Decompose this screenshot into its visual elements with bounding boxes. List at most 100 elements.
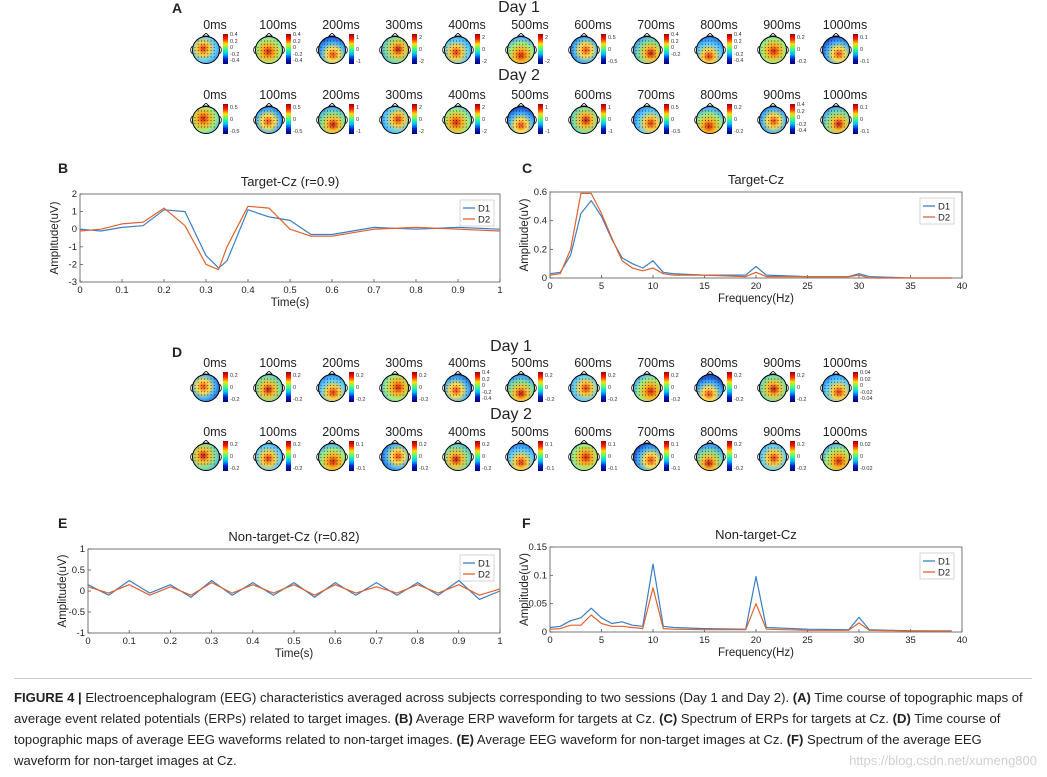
colorbar: [412, 34, 417, 64]
topomap-time-label: 100ms: [259, 88, 297, 102]
y-tick-label: 0: [80, 586, 85, 597]
colorbar: [664, 372, 669, 402]
colorbar-tick-label: 0.2: [482, 442, 490, 448]
colorbar-ticks: 0.2 0 -0.2: [797, 439, 806, 475]
colorbar-ticks: 0.2 0 -0.2: [230, 439, 239, 475]
colorbar-tick-label: 0: [545, 385, 549, 391]
head-map-icon: [442, 371, 474, 402]
panel-d-day2-topomaps: 0ms 0.2 0 -0.2 100ms 0.2 0 -0.2 200ms 0.1 0 -0.1 300…: [190, 425, 880, 485]
y-tick-label: 0.05: [529, 599, 548, 610]
colorbar-tick-label: 1: [356, 105, 360, 111]
colorbar-ticks: 0.1 0 -0.1: [608, 439, 617, 475]
colorbar-tick-label: 0: [293, 117, 297, 123]
colorbar-ticks: 0.2 0 -0.2: [293, 439, 302, 475]
series-line-d1: [87, 579, 501, 601]
caption-label: FIGURE 4 |: [14, 690, 82, 705]
colorbar-tick-label: 0: [860, 47, 864, 53]
colorbar-tick-label: -0.2: [608, 397, 618, 403]
colorbar: [727, 34, 732, 64]
head-map-icon: [694, 103, 726, 134]
legend-label: D2: [938, 213, 950, 224]
topomap-time-label: 700ms: [637, 356, 675, 370]
colorbar-tick-label: -0.2: [797, 121, 807, 128]
colorbar-tick-label: -1: [356, 59, 361, 65]
x-tick-label: 40: [957, 281, 968, 292]
colorbar-tick-label: -0.2: [230, 466, 240, 472]
panel-letter-f: F: [522, 515, 531, 531]
head-map-icon: [568, 371, 600, 402]
colorbar-tick-label: 1: [608, 105, 612, 111]
topomap-800ms: 800ms 0.2 0 -0.2: [694, 356, 758, 412]
head-map-icon: [253, 103, 285, 134]
x-tick-label: 0.7: [370, 636, 383, 647]
head-map-icon: [568, 103, 600, 134]
panel-letter-d: D: [172, 344, 183, 360]
x-tick-label: 0.3: [205, 636, 218, 647]
panel-d-day2-title: Day 2: [490, 406, 532, 423]
head-map-icon: [631, 103, 663, 134]
x-tick-label: 15: [699, 281, 710, 292]
colorbar: [727, 441, 732, 471]
colorbar-tick-label: 0.5: [671, 105, 679, 111]
colorbar: [601, 441, 606, 471]
colorbar-tick-label: -0.2: [545, 397, 555, 403]
topomap-time-label: 100ms: [259, 356, 297, 370]
topomap-time-label: 300ms: [385, 425, 423, 439]
colorbar-tick-label: 0.4: [734, 32, 742, 38]
head-map-icon: [190, 33, 222, 64]
colorbar-tick-label: -0.5: [671, 129, 681, 135]
legend-label: D1: [938, 202, 950, 213]
head-map-icon: [190, 103, 222, 134]
head-map-icon: [757, 371, 789, 402]
colorbar: [349, 372, 354, 402]
panel-a-day1-title: Day 1: [498, 0, 540, 16]
colorbar-tick-label: -0.2: [797, 397, 807, 403]
x-tick-label: 0.1: [123, 636, 136, 647]
colorbar-tick-label: 0.2: [293, 373, 301, 379]
colorbar-ticks: 0.2 0 -0.2: [734, 370, 743, 406]
colorbar-tick-label: 2: [545, 35, 549, 41]
colorbar-tick-label: -0.2: [230, 51, 240, 58]
x-tick-label: 5: [599, 635, 604, 646]
y-tick-label: -2: [69, 259, 77, 270]
head-map-icon: [757, 440, 789, 471]
topomap-200ms: 200ms 0.1 0 -0.1: [316, 425, 380, 481]
colorbar-tick-label: 0: [419, 454, 423, 460]
y-tick-label: 0: [72, 224, 77, 235]
colorbar-tick-label: 0: [230, 45, 234, 51]
y-tick-label: -3: [69, 277, 77, 288]
colorbar: [286, 104, 291, 134]
x-tick-label: 0.3: [199, 285, 212, 296]
head-map-icon: [568, 440, 600, 471]
caption-c-label: (C): [659, 711, 678, 726]
series-line-d2: [79, 205, 501, 271]
colorbar-tick-label: -2: [482, 59, 487, 65]
topomap-time-label: 700ms: [637, 425, 675, 439]
colorbar-tick-label: [545, 44, 550, 56]
x-tick-label: 0.5: [287, 636, 300, 647]
colorbar-tick-label: -0.2: [419, 397, 429, 403]
topomap-time-label: 600ms: [574, 356, 612, 370]
topomap-time-label: 400ms: [448, 425, 486, 439]
y-tick-label: 1: [80, 544, 85, 555]
colorbar-tick-label: -0.5: [293, 129, 303, 135]
topomap-time-label: 900ms: [763, 18, 801, 32]
topomap-700ms: 700ms 0.5 0 -0.5: [631, 88, 695, 144]
y-axis-label: Amplitude(uV): [519, 553, 531, 626]
colorbar-tick-label: -2: [419, 129, 424, 135]
topomap-700ms: 700ms 0.1 0 -0.1: [631, 425, 695, 481]
colorbar-tick-label: 0: [860, 454, 864, 460]
colorbar: [538, 441, 543, 471]
topomap-time-label: 100ms: [259, 425, 297, 439]
colorbar-tick-label: 1: [356, 35, 360, 41]
y-tick-label: 0: [542, 273, 547, 284]
legend-box: [459, 199, 495, 227]
y-tick-label: 0.4: [534, 216, 547, 227]
topomap-700ms: 700ms 0.4 0.2 0 -0.2: [631, 18, 695, 74]
colorbar: [538, 34, 543, 64]
colorbar-tick-label: -0.2: [734, 397, 744, 403]
topomap-time-label: 800ms: [700, 18, 738, 32]
head-map-icon: [757, 33, 789, 64]
legend-label: D2: [938, 568, 950, 579]
topomap-time-label: 900ms: [763, 425, 801, 439]
